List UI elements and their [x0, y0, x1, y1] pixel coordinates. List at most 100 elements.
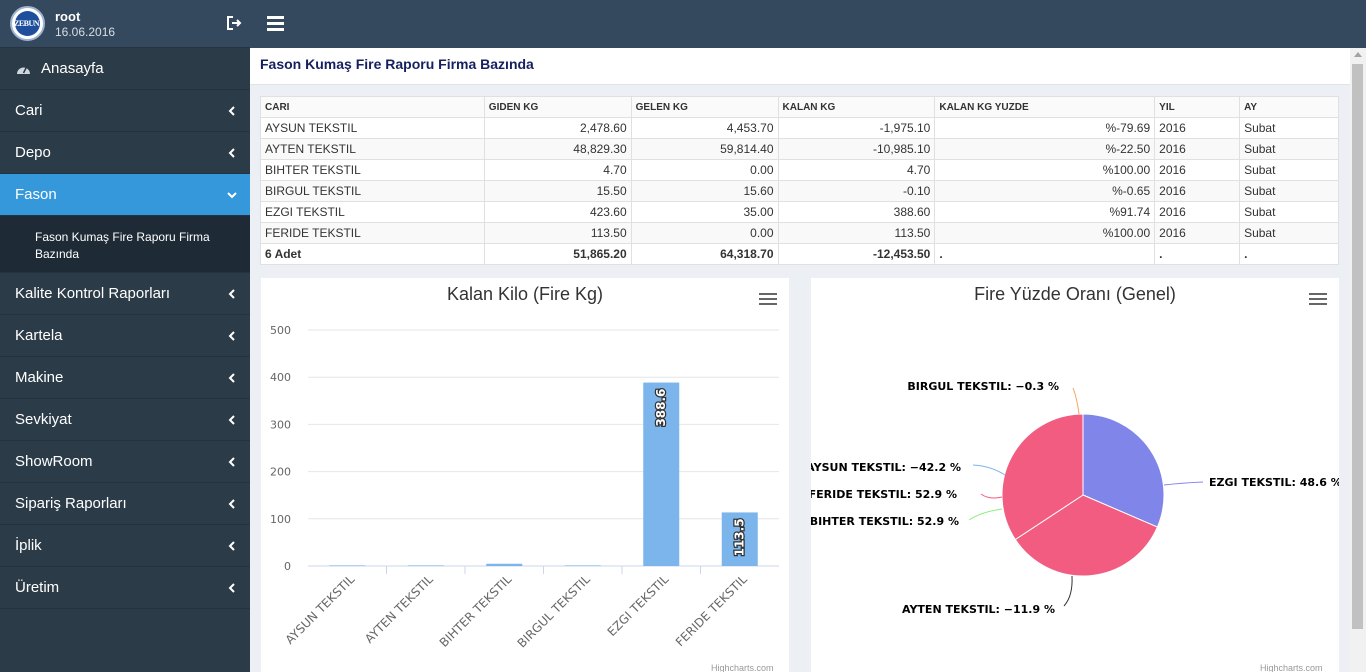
sidebar-subitem-fason-report[interactable]: Fason Kumaş Fire Raporu Firma Bazında	[0, 216, 250, 273]
column-header[interactable]: AY	[1239, 96, 1339, 118]
total-kalan-kg: -12,453.50	[777, 243, 936, 265]
cell-giden-kg: 423.60	[483, 201, 632, 223]
bar-aysun-tekstil[interactable]	[329, 565, 366, 566]
cell-kalan-yuzde: %-22.50	[934, 138, 1156, 160]
logout-icon[interactable]	[226, 15, 242, 31]
chart-menu-icon[interactable]	[1309, 293, 1327, 307]
sidebar-item-home[interactable]: Anasayfa	[0, 48, 250, 90]
y-tick-label: 100	[270, 513, 291, 526]
table-row: AYSUN TEKSTIL 2,478.60 4,453.70 -1,975.1…	[260, 117, 1339, 139]
y-tick-label: 200	[270, 466, 291, 479]
sidebar-item-iplik[interactable]: İplik	[0, 525, 250, 567]
cell-yil: 2016	[1154, 201, 1241, 223]
sidebar-item-sevkiyat[interactable]: Sevkiyat	[0, 399, 250, 441]
table-row: BIRGUL TEKSTIL 15.50 15.60 -0.10 %-0.65 …	[260, 180, 1339, 202]
x-tick-label: EZGI TEKSTIL	[605, 572, 672, 639]
bar-chart-title: Kalan Kilo (Fire Kg)	[446, 284, 604, 304]
total-count: 6 Adet	[260, 243, 485, 265]
connector-line	[1163, 481, 1204, 486]
avatar[interactable]: ZEBUN	[10, 6, 45, 41]
sidebar-item-label: Fason	[15, 186, 57, 203]
sidebar-item-fason[interactable]: Fason	[0, 174, 250, 216]
chart-credits[interactable]: Highcharts.com	[711, 663, 774, 672]
sidebar-item-siparis[interactable]: Sipariş Raporları	[0, 483, 250, 525]
table-header-row: CARI GIDEN KG GELEN KG KALAN KG KALAN KG…	[260, 96, 1339, 118]
column-header[interactable]: GIDEN KG	[483, 96, 632, 118]
cell-gelen-kg: 4,453.70	[630, 117, 779, 139]
sidebar-item-makine[interactable]: Makine	[0, 357, 250, 399]
pie-slice-bihter-tekstil[interactable]	[1001, 413, 1084, 541]
pie-slice-ezgi-tekstil[interactable]	[1082, 413, 1165, 528]
sidebar-item-kalite[interactable]: Kalite Kontrol Raporları	[0, 273, 250, 315]
table-total-row: 6 Adet 51,865.20 64,318.70 -12,453.50 . …	[260, 243, 1339, 265]
cell-giden-kg: 113.50	[483, 222, 632, 244]
hamburger-menu-icon[interactable]	[267, 16, 284, 31]
sidebar-item-depo[interactable]: Depo	[0, 132, 250, 174]
sidebar-item-uretim[interactable]: Üretim	[0, 567, 250, 609]
bar-feride-tekstil[interactable]	[721, 512, 758, 566]
sidebar: ZEBUN root 16.06.2016 Anasayfa Cari Depo…	[0, 0, 250, 672]
chevron-left-icon	[228, 106, 235, 116]
cell-cari: BIRGUL TEKSTIL	[260, 180, 485, 202]
chevron-down-icon	[227, 192, 237, 199]
cell-gelen-kg: 15.60	[630, 180, 779, 202]
bar-ayten-tekstil[interactable]	[407, 565, 444, 566]
connector-line	[972, 464, 1006, 476]
cell-yil: 2016	[1154, 159, 1241, 181]
sidebar-item-kartela[interactable]: Kartela	[0, 315, 250, 357]
sidebar-item-label: Sevkiyat	[15, 411, 72, 428]
cell-cari: EZGI TEKSTIL	[260, 201, 485, 223]
bar-bihter-tekstil[interactable]	[486, 563, 523, 566]
cell-kalan-yuzde: %91.74	[934, 201, 1156, 223]
cell-kalan-yuzde: %100.00	[934, 159, 1156, 181]
bar-birgul-tekstil[interactable]	[564, 565, 601, 566]
chevron-left-icon	[228, 583, 235, 593]
column-header[interactable]: CARI	[260, 96, 485, 118]
column-header[interactable]: GELEN KG	[630, 96, 779, 118]
cell-giden-kg: 48,829.30	[483, 138, 632, 160]
scroll-up-arrow-icon[interactable]	[1354, 52, 1362, 57]
bar-ezgi-tekstil[interactable]	[643, 382, 680, 566]
pie-data-label: BIRGUL TEKSTIL: −0.3 %	[907, 380, 1059, 393]
pie-data-label: AYSUN TEKSTIL: −42.2 %	[811, 461, 961, 474]
column-header[interactable]: KALAN KG YUZDE	[934, 96, 1156, 118]
cell-kalan-kg: -0.10	[777, 180, 936, 202]
main-content: Fason Kumaş Fire Raporu Firma Bazında CA…	[250, 48, 1350, 672]
top-navbar	[250, 0, 1366, 48]
cell-cari: AYTEN TEKSTIL	[260, 138, 485, 160]
cell-ay: Subat	[1239, 159, 1339, 181]
pie-chart-panel: Fire Yüzde Oranı (Genel) EZGI TEKSTIL: 4…	[811, 278, 1339, 672]
cell-kalan-kg: -1,975.10	[777, 117, 936, 139]
sidebar-item-showroom[interactable]: ShowRoom	[0, 441, 250, 483]
table-row: BIHTER TEKSTIL 4.70 0.00 4.70 %100.00 20…	[260, 159, 1339, 181]
sidebar-item-label: Kartela	[15, 327, 63, 344]
cell-gelen-kg: 35.00	[630, 201, 779, 223]
chart-credits[interactable]: Highcharts.com	[1260, 663, 1323, 672]
sidebar-item-cari[interactable]: Cari	[0, 90, 250, 132]
x-tick-label: AYSUN TEKSTIL	[283, 572, 358, 647]
dashboard-icon	[17, 66, 30, 74]
pie-slice-feride-tekstil[interactable]	[1014, 494, 1159, 577]
sidebar-item-label: İplik	[15, 537, 42, 554]
x-tick-label: AYTEN TEKSTIL	[362, 572, 436, 646]
cell-kalan-kg: -10,985.10	[777, 138, 936, 160]
chevron-left-icon	[228, 415, 235, 425]
data-label: 113.5	[733, 518, 747, 556]
cell-ay: Subat	[1239, 117, 1339, 139]
cell-cari: AYSUN TEKSTIL	[260, 117, 485, 139]
scrollbar-thumb[interactable]	[1352, 64, 1363, 629]
chevron-left-icon	[228, 373, 235, 383]
pie-data-label: EZGI TEKSTIL: 48.6 %	[1209, 476, 1339, 489]
cell-gelen-kg: 59,814.40	[630, 138, 779, 160]
page-scrollbar[interactable]	[1350, 48, 1366, 672]
cell-kalan-yuzde: %-0.65	[934, 180, 1156, 202]
chevron-left-icon	[228, 289, 235, 299]
chart-menu-icon[interactable]	[759, 293, 777, 307]
column-header[interactable]: YIL	[1154, 96, 1241, 118]
sidebar-item-label: Sipariş Raporları	[15, 495, 127, 512]
cell-kalan-yuzde: %100.00	[934, 222, 1156, 244]
column-header[interactable]: KALAN KG	[777, 96, 936, 118]
cell-kalan-kg: 113.50	[777, 222, 936, 244]
chevron-left-icon	[228, 499, 235, 509]
avatar-logo-text: ZEBUN	[14, 19, 40, 28]
